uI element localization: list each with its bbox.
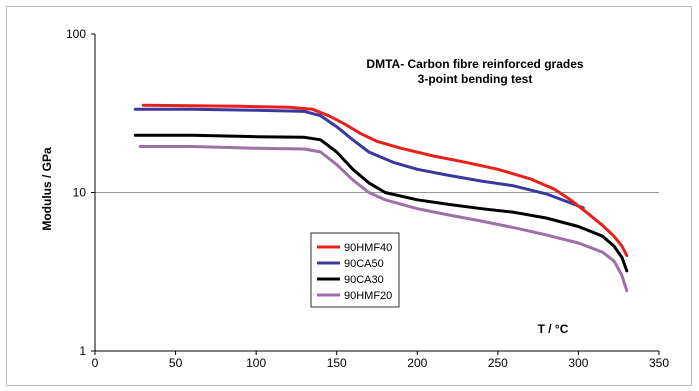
- series-lines: [133, 103, 629, 293]
- chart-subtitle: 3-point bending test: [418, 72, 533, 86]
- y-tick-labels: 1 10 100: [66, 27, 86, 358]
- x-tick-label: 0: [92, 356, 99, 370]
- y-axis-label: Modulus / GPa: [40, 147, 54, 231]
- chart-title: DMTA- Carbon fibre reinforced grades: [366, 57, 583, 71]
- legend-label-90hmf20: 90HMF20: [344, 290, 392, 302]
- legend: 90HMF40 90CA50 90CA30 90HMF20: [310, 232, 400, 308]
- series-line-90hmf40: [141, 103, 629, 258]
- y-tick-label: 100: [66, 27, 86, 41]
- x-tick-label: 350: [649, 356, 669, 370]
- y-tick-label: 1: [79, 344, 86, 358]
- legend-label-90ca50: 90CA50: [344, 258, 384, 270]
- legend-label-90ca30: 90CA30: [344, 274, 384, 286]
- x-tick-label: 50: [169, 356, 183, 370]
- legend-label-90hmf40: 90HMF40: [344, 242, 392, 254]
- line-chart: 0 50 100 150 200 250 300 350 1 10 100 DMTA- Carbo…: [40, 27, 670, 370]
- x-axis-label: T / °C: [538, 322, 569, 336]
- axes: [91, 33, 660, 355]
- x-tick-label: 100: [246, 356, 266, 370]
- series-line-90ca50: [133, 107, 585, 210]
- x-tick-label: 150: [327, 356, 347, 370]
- x-tick-label: 250: [488, 356, 508, 370]
- x-tick-label: 200: [407, 356, 427, 370]
- series-line-90ca30: [133, 133, 629, 273]
- chart-frame: 0 50 100 150 200 250 300 350 1 10 100 DMTA- Carbo…: [6, 6, 692, 386]
- series-line-90hmf20: [138, 145, 629, 293]
- x-tick-label: 300: [568, 356, 588, 370]
- y-tick-label: 10: [73, 186, 87, 200]
- x-tick-labels: 0 50 100 150 200 250 300 350: [92, 356, 670, 370]
